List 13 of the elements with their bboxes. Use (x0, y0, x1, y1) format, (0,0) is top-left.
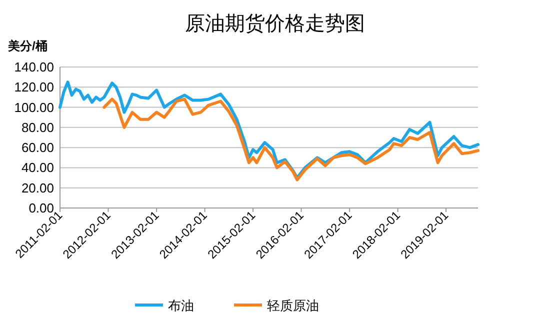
y-tick-label: 60.00 (21, 140, 54, 156)
y-tick-label: 100.00 (14, 100, 54, 115)
legend-label: 布油 (168, 298, 194, 313)
y-tick-label: 120.00 (14, 80, 54, 95)
y-axis-title: 美分/桶 (7, 39, 48, 53)
y-tick-label: 80.00 (21, 120, 54, 135)
y-tick-label: 0.00 (28, 200, 54, 216)
y-tick-label: 40.00 (21, 160, 54, 176)
chart-title: 原油期货价格走势图 (185, 13, 365, 35)
line-series (102, 98, 480, 182)
y-tick-label: 140.00 (14, 60, 54, 74)
legend-label: 轻质原油 (267, 298, 319, 313)
y-tick-label: 20.00 (21, 180, 54, 196)
